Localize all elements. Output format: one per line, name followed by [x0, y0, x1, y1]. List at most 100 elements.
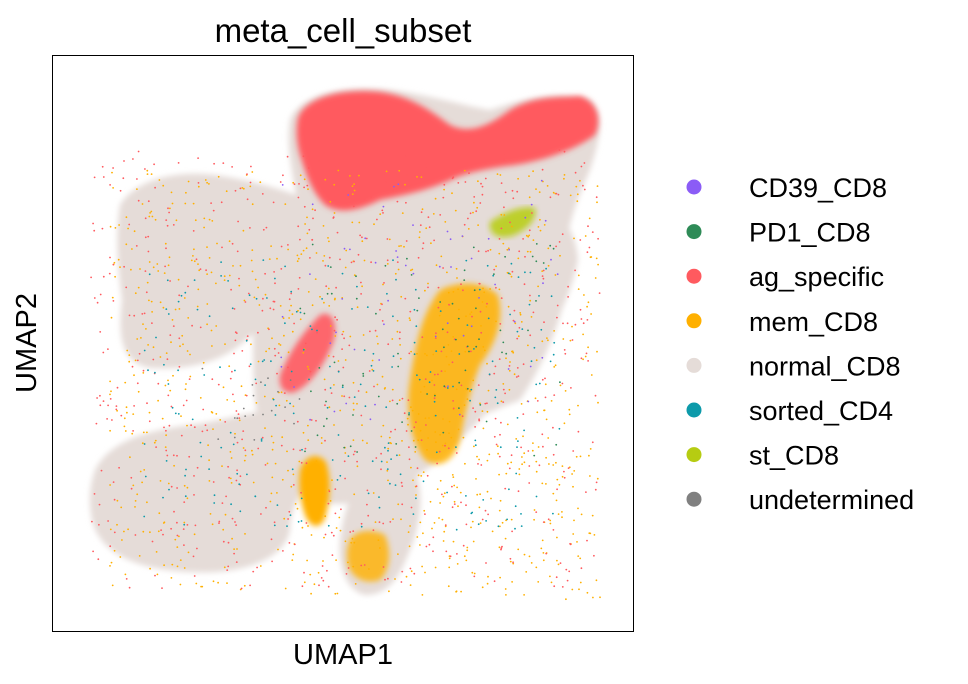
point-ag_specific	[99, 293, 102, 296]
point-mem_CD8	[163, 272, 166, 274]
point-ag_specific	[234, 339, 237, 342]
st-cd8-cluster	[489, 207, 536, 238]
point-ag_specific	[479, 310, 482, 313]
point-ag_specific	[227, 465, 230, 468]
point-mem_CD8	[440, 255, 443, 258]
point-undetermined	[277, 390, 279, 393]
point-mem_CD8	[410, 570, 413, 573]
point-mem_CD8	[277, 548, 279, 551]
point-mem_CD8	[580, 513, 583, 516]
point-sorted_CD4	[385, 406, 388, 409]
point-ag_specific	[93, 229, 96, 232]
point-ag_specific	[511, 530, 513, 533]
point-ag_specific	[500, 227, 503, 230]
point-ag_specific	[324, 404, 326, 407]
point-mem_CD8	[438, 314, 441, 317]
point-mem_CD8	[123, 530, 125, 533]
point-ag_specific	[147, 250, 150, 253]
point-PD1_CD8	[457, 317, 460, 320]
point-CD39_CD8	[446, 322, 449, 325]
point-mem_CD8	[431, 527, 433, 530]
point-mem_CD8	[148, 215, 151, 218]
legend-marker-ag_specific	[686, 268, 702, 284]
point-mem_CD8	[505, 357, 507, 360]
point-mem_CD8	[481, 586, 484, 589]
point-ag_specific	[166, 358, 169, 361]
point-mem_CD8	[162, 522, 165, 524]
point-ag_specific	[481, 193, 484, 196]
point-ag_specific	[344, 477, 346, 480]
point-sorted_CD4	[487, 317, 490, 320]
point-mem_CD8	[419, 391, 422, 393]
point-ag_specific	[408, 352, 411, 355]
point-mem_CD8	[137, 286, 140, 289]
point-mem_CD8	[329, 325, 332, 327]
point-mem_CD8	[372, 492, 375, 494]
point-ag_specific	[107, 348, 109, 350]
point-mem_CD8	[579, 557, 582, 560]
point-ag_specific	[112, 167, 114, 169]
point-CD39_CD8	[508, 248, 510, 251]
point-mem_CD8	[341, 395, 343, 397]
point-sorted_CD4	[260, 438, 263, 440]
point-mem_CD8	[541, 539, 544, 542]
point-ag_specific	[194, 524, 197, 527]
point-ag_specific	[176, 521, 178, 524]
point-ag_specific	[396, 261, 399, 263]
point-mem_CD8	[490, 497, 492, 500]
point-mem_CD8	[276, 492, 278, 494]
point-sorted_CD4	[167, 383, 170, 385]
point-mem_CD8	[519, 312, 522, 314]
point-mem_CD8	[328, 305, 331, 307]
point-mem_CD8	[229, 477, 232, 480]
mem-cd8-lower-cluster	[299, 456, 330, 526]
ag-specific-mid-cluster	[279, 313, 336, 393]
point-mem_CD8	[206, 246, 208, 249]
point-ag_specific	[498, 358, 501, 360]
point-mem_CD8	[209, 513, 212, 515]
point-ag_specific	[435, 332, 437, 335]
point-sorted_CD4	[239, 510, 242, 513]
point-ag_specific	[235, 524, 238, 526]
point-ag_specific	[250, 165, 252, 168]
point-sorted_CD4	[517, 440, 519, 442]
point-mem_CD8	[291, 559, 294, 561]
point-mem_CD8	[410, 269, 412, 272]
point-mem_CD8	[171, 319, 174, 321]
point-ag_specific	[500, 421, 502, 424]
point-ag_specific	[427, 286, 429, 289]
point-mem_CD8	[117, 258, 120, 261]
point-ag_specific	[522, 363, 525, 366]
point-sorted_CD4	[506, 518, 508, 521]
point-ag_specific	[144, 217, 147, 220]
point-ag_specific	[498, 238, 501, 240]
point-mem_CD8	[211, 345, 213, 347]
point-mem_CD8	[487, 575, 489, 578]
point-mem_CD8	[433, 522, 436, 524]
point-mem_CD8	[127, 227, 129, 230]
point-PD1_CD8	[303, 312, 306, 315]
point-mem_CD8	[371, 368, 374, 371]
point-mem_CD8	[434, 431, 437, 433]
point-PD1_CD8	[408, 413, 410, 416]
point-mem_CD8	[112, 187, 114, 189]
point-mem_CD8	[498, 546, 501, 549]
point-mem_CD8	[587, 346, 589, 349]
point-mem_CD8	[450, 350, 453, 352]
point-mem_CD8	[258, 304, 261, 306]
point-ag_specific	[204, 424, 207, 427]
point-mem_CD8	[226, 399, 229, 401]
point-mem_CD8	[510, 518, 513, 521]
point-ag_specific	[348, 344, 351, 347]
point-mem_CD8	[463, 404, 466, 406]
point-mem_CD8	[274, 462, 277, 465]
point-ag_specific	[176, 487, 179, 489]
point-mem_CD8	[538, 191, 541, 194]
point-mem_CD8	[126, 349, 129, 352]
point-sorted_CD4	[491, 360, 494, 363]
point-mem_CD8	[399, 357, 402, 360]
point-mem_CD8	[217, 581, 220, 584]
point-sorted_CD4	[396, 454, 398, 457]
point-mem_CD8	[206, 273, 209, 275]
point-mem_CD8	[358, 174, 360, 177]
